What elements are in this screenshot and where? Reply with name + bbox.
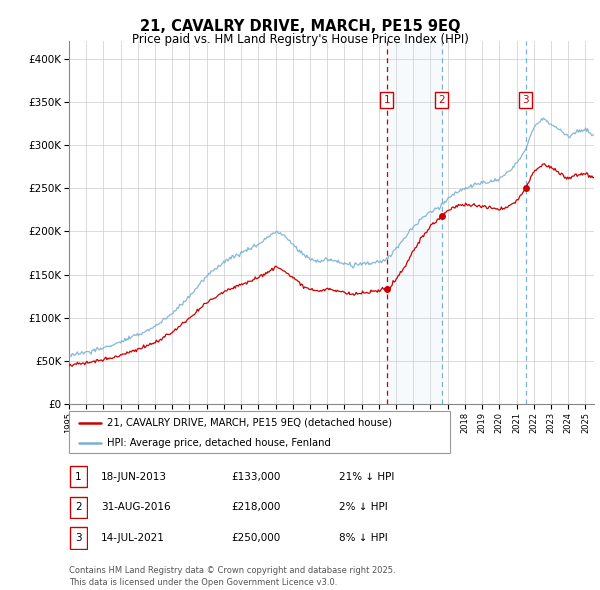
Text: 18-JUN-2013: 18-JUN-2013 [101,472,167,481]
Text: 8% ↓ HPI: 8% ↓ HPI [339,533,388,543]
Text: Contains HM Land Registry data © Crown copyright and database right 2025.
This d: Contains HM Land Registry data © Crown c… [69,566,395,587]
Text: 2: 2 [75,503,82,512]
Text: 31-AUG-2016: 31-AUG-2016 [101,503,170,512]
Text: 21, CAVALRY DRIVE, MARCH, PE15 9EQ: 21, CAVALRY DRIVE, MARCH, PE15 9EQ [140,19,460,34]
Text: 2: 2 [439,95,445,105]
FancyBboxPatch shape [70,527,87,549]
Text: 1: 1 [383,95,390,105]
FancyBboxPatch shape [70,466,87,487]
Text: £250,000: £250,000 [231,533,280,543]
Text: 3: 3 [523,95,529,105]
Text: 21% ↓ HPI: 21% ↓ HPI [339,472,394,481]
Text: 21, CAVALRY DRIVE, MARCH, PE15 9EQ (detached house): 21, CAVALRY DRIVE, MARCH, PE15 9EQ (deta… [107,418,392,428]
Text: 3: 3 [75,533,82,543]
FancyBboxPatch shape [69,411,450,453]
Text: 14-JUL-2021: 14-JUL-2021 [101,533,164,543]
Text: £218,000: £218,000 [231,503,280,512]
FancyBboxPatch shape [70,497,87,518]
Text: HPI: Average price, detached house, Fenland: HPI: Average price, detached house, Fenl… [107,438,331,447]
Text: 2% ↓ HPI: 2% ↓ HPI [339,503,388,512]
Text: £133,000: £133,000 [231,472,280,481]
Bar [387,41,442,404]
Text: 1: 1 [75,472,82,481]
Text: Price paid vs. HM Land Registry's House Price Index (HPI): Price paid vs. HM Land Registry's House … [131,33,469,46]
